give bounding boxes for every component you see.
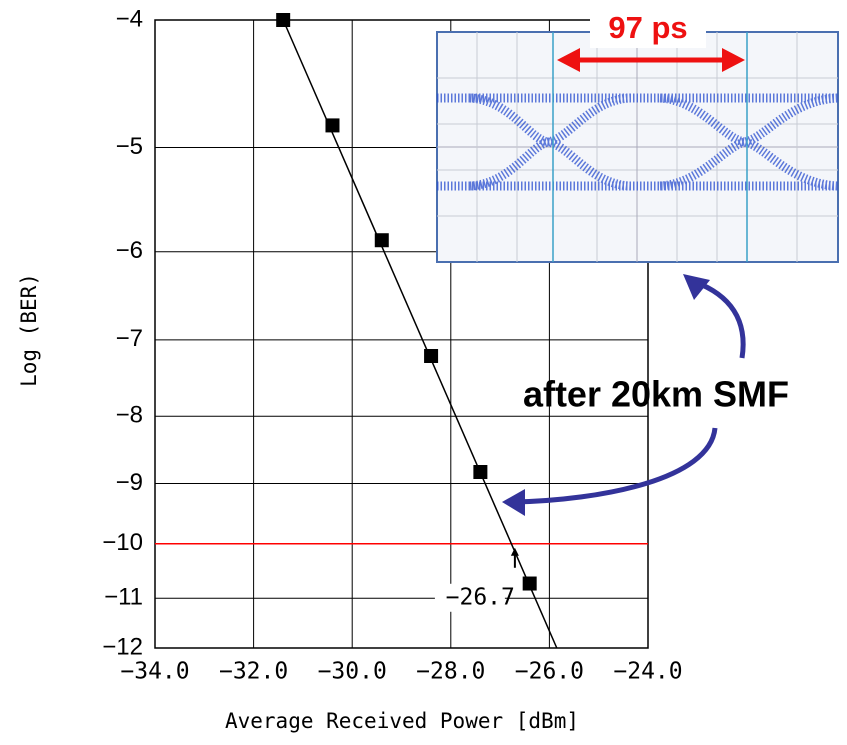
x-tick-label: −24.0	[613, 659, 682, 685]
data-point	[276, 13, 290, 27]
data-point	[424, 349, 438, 363]
annotation-label: after 20km SMF	[523, 374, 789, 415]
eye-diagram-inset	[437, 12, 838, 262]
y-tick-label: −6	[116, 237, 143, 264]
y-tick-label: −7	[116, 325, 143, 352]
chart: −26.7 97 ps after 20km	[0, 0, 847, 740]
y-tick-label: −9	[116, 469, 143, 496]
y-tick-label: −10	[102, 529, 143, 556]
y-tick-label: −12	[102, 633, 143, 660]
x-tick-label: −34.0	[120, 659, 189, 685]
y-tick-label: −8	[116, 402, 143, 429]
data-point	[523, 577, 537, 591]
annotation-value: −26.7	[446, 584, 515, 610]
y-tick-label: −4	[116, 5, 143, 32]
x-tick-label: −32.0	[219, 659, 288, 685]
data-point	[473, 465, 487, 479]
arrow-head	[502, 489, 525, 516]
y-tick-label: −5	[116, 133, 143, 160]
annotation-arrow-head	[511, 548, 519, 556]
y-tick-label: −11	[104, 584, 143, 611]
eye-width-label: 97 ps	[608, 10, 687, 45]
x-tick-label: −26.0	[515, 659, 584, 685]
data-point	[325, 118, 339, 132]
x-axis-label: Average Received Power [dBm]	[225, 709, 579, 733]
x-tick-label: −30.0	[318, 659, 387, 685]
x-tick-label: −28.0	[416, 659, 485, 685]
y-axis-label: Log (BER)	[17, 273, 41, 387]
data-point	[375, 233, 389, 247]
